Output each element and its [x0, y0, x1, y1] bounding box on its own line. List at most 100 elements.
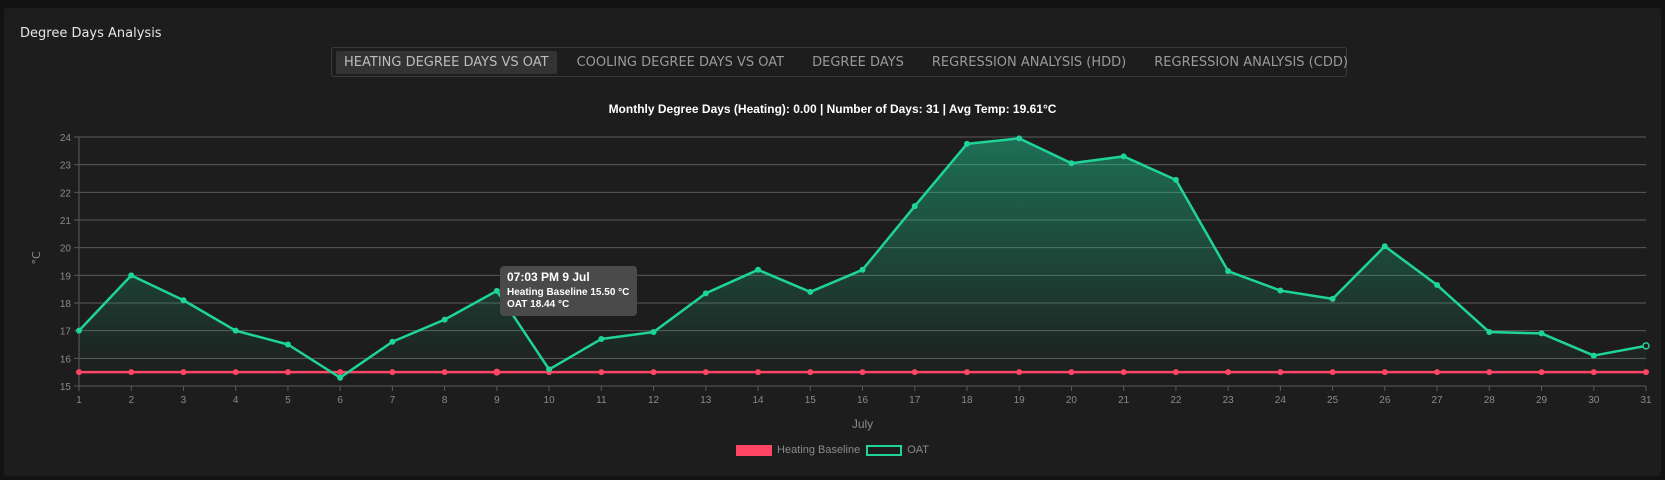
- legend-item-baseline[interactable]: Heating Baseline: [736, 444, 860, 456]
- oat-point[interactable]: [859, 266, 866, 273]
- heating-baseline-point[interactable]: [76, 369, 82, 376]
- oat-point[interactable]: [546, 366, 553, 373]
- tab-cooling-dd-vs-oat[interactable]: COOLING DEGREE DAYS VS OAT: [576, 54, 785, 70]
- heating-baseline-point[interactable]: [1225, 369, 1232, 376]
- y-tick-label: 17: [60, 327, 72, 338]
- heating-baseline-point[interactable]: [1120, 369, 1127, 376]
- x-tick-label: 21: [1118, 395, 1130, 406]
- heating-baseline-point[interactable]: [389, 369, 396, 376]
- oat-point[interactable]: [493, 287, 500, 294]
- oat-point[interactable]: [180, 297, 187, 304]
- heating-baseline-point[interactable]: [807, 369, 814, 376]
- y-tick-label: 20: [60, 244, 72, 255]
- oat-point[interactable]: [1277, 287, 1284, 294]
- x-tick-label: 17: [909, 395, 921, 406]
- chart-legend: Heating Baseline OAT: [0, 444, 1665, 456]
- heating-baseline-point[interactable]: [1381, 369, 1388, 376]
- x-axis-label: July: [852, 417, 873, 431]
- oat-point[interactable]: [1120, 153, 1127, 160]
- oat-point[interactable]: [963, 140, 970, 147]
- heating-baseline-point[interactable]: [755, 369, 762, 376]
- oat-point[interactable]: [650, 329, 657, 336]
- heating-baseline-point[interactable]: [493, 368, 501, 376]
- oat-point[interactable]: [76, 327, 82, 334]
- heating-baseline-point[interactable]: [702, 369, 709, 376]
- heating-baseline-point[interactable]: [1172, 369, 1179, 376]
- legend-label-oat: OAT: [907, 444, 929, 456]
- heating-baseline-point[interactable]: [337, 369, 344, 376]
- x-tick-label: 26: [1379, 395, 1391, 406]
- x-tick-label: 27: [1432, 395, 1444, 406]
- oat-point[interactable]: [807, 288, 814, 295]
- oat-point[interactable]: [1538, 330, 1545, 337]
- heating-baseline-point[interactable]: [1486, 369, 1493, 376]
- tab-heating-dd-vs-oat[interactable]: HEATING DEGREE DAYS VS OAT: [336, 50, 557, 74]
- oat-point[interactable]: [1016, 135, 1023, 142]
- x-tick-label: 6: [337, 395, 343, 406]
- x-tick-label: 14: [752, 395, 764, 406]
- oat-point[interactable]: [1225, 268, 1232, 275]
- oat-point[interactable]: [1172, 176, 1179, 183]
- x-tick-label: 19: [1014, 395, 1026, 406]
- oat-point[interactable]: [1329, 295, 1336, 302]
- oat-point[interactable]: [755, 266, 762, 273]
- heating-baseline-point[interactable]: [128, 369, 135, 376]
- chart-tabs: HEATING DEGREE DAYS VS OAT COOLING DEGRE…: [331, 47, 1348, 77]
- heating-baseline-point[interactable]: [1068, 369, 1075, 376]
- tooltip-baseline-line: Heating Baseline 15.50 °C: [507, 287, 630, 298]
- legend-swatch-oat: [866, 444, 903, 456]
- heating-baseline-point[interactable]: [284, 369, 291, 376]
- heating-baseline-point[interactable]: [180, 369, 187, 376]
- legend-item-oat[interactable]: OAT: [866, 444, 929, 456]
- oat-point[interactable]: [337, 374, 344, 381]
- y-tick-label: 19: [60, 271, 72, 282]
- oat-point[interactable]: [284, 341, 291, 348]
- oat-point[interactable]: [128, 272, 135, 279]
- oat-point[interactable]: [1642, 342, 1650, 350]
- tab-degree-days[interactable]: DEGREE DAYS: [812, 54, 904, 70]
- oat-point[interactable]: [1434, 282, 1441, 289]
- y-axis-label: °C: [30, 251, 43, 265]
- oat-point[interactable]: [1590, 352, 1597, 359]
- x-tick-label: 31: [1640, 395, 1652, 406]
- heating-baseline-point[interactable]: [1643, 369, 1649, 376]
- oat-point[interactable]: [1381, 243, 1388, 250]
- x-tick-label: 4: [233, 395, 239, 406]
- oat-point[interactable]: [911, 203, 918, 210]
- legend-swatch-baseline: [736, 444, 773, 456]
- heating-baseline-point[interactable]: [441, 369, 448, 376]
- tooltip-oat-line: OAT 18.44 °C: [507, 299, 570, 310]
- y-tick-label: 23: [60, 161, 72, 172]
- x-tick-label: 8: [442, 395, 448, 406]
- heating-baseline-point[interactable]: [232, 369, 239, 376]
- x-tick-label: 11: [596, 395, 607, 406]
- oat-point[interactable]: [389, 338, 396, 345]
- oat-point[interactable]: [598, 335, 605, 342]
- oat-point[interactable]: [1486, 329, 1493, 336]
- heating-baseline-point[interactable]: [1329, 369, 1336, 376]
- heating-baseline-point[interactable]: [963, 369, 970, 376]
- oat-point[interactable]: [441, 316, 448, 323]
- oat-point[interactable]: [702, 290, 709, 297]
- heating-baseline-point[interactable]: [1590, 369, 1597, 376]
- heating-baseline-point[interactable]: [1016, 369, 1023, 376]
- heating-baseline-point[interactable]: [1538, 369, 1545, 376]
- data-tooltip: 07:03 PM 9 Jul Heating Baseline 15.50 °C…: [500, 266, 637, 316]
- tab-regression-cdd[interactable]: REGRESSION ANALYSIS (CDD): [1154, 54, 1348, 70]
- x-tick-label: 30: [1588, 395, 1600, 406]
- heating-baseline-point[interactable]: [650, 369, 657, 376]
- x-tick-label: 7: [390, 395, 396, 406]
- heating-baseline-point[interactable]: [598, 369, 605, 376]
- x-tick-label: 24: [1275, 395, 1287, 406]
- y-tick-label: 18: [60, 299, 72, 310]
- tab-regression-hdd[interactable]: REGRESSION ANALYSIS (HDD): [931, 54, 1127, 70]
- oat-point[interactable]: [232, 327, 239, 334]
- heating-baseline-point[interactable]: [1277, 369, 1284, 376]
- x-tick-label: 23: [1223, 395, 1235, 406]
- heating-baseline-point[interactable]: [911, 369, 918, 376]
- legend-label-baseline: Heating Baseline: [777, 444, 861, 456]
- heating-baseline-point[interactable]: [859, 369, 866, 376]
- heating-baseline-point[interactable]: [1434, 369, 1441, 376]
- oat-point[interactable]: [1068, 160, 1075, 167]
